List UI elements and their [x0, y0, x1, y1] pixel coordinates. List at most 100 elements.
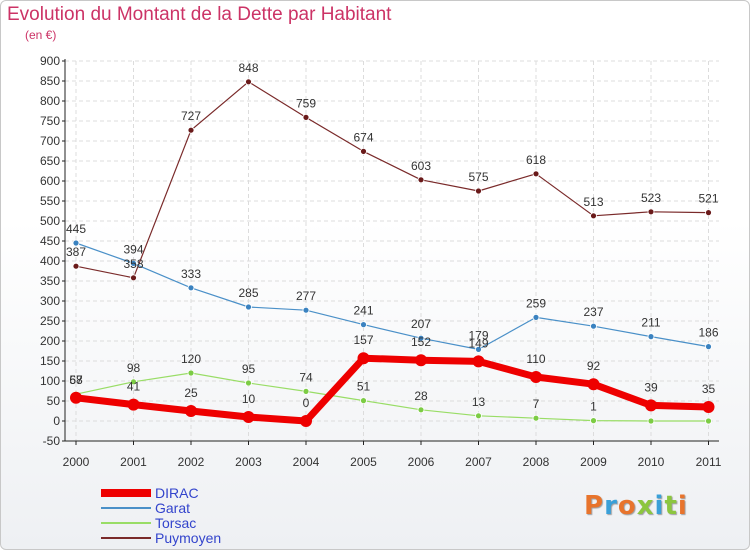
data-label-garat: 207 [411, 317, 431, 331]
series-line-garat [75, 242, 710, 350]
data-label-dirac: 58 [69, 373, 83, 387]
data-point-torsac [590, 417, 597, 425]
data-label-garat: 445 [66, 222, 86, 236]
data-point-torsac [532, 414, 540, 422]
data-point-garat [72, 239, 80, 247]
data-label-puymoyen: 848 [238, 61, 258, 75]
logo-letter: i [677, 491, 688, 521]
x-tick-label: 2000 [63, 455, 90, 469]
data-label-puymoyen: 759 [296, 96, 316, 110]
data-label-torsac: 120 [181, 352, 201, 366]
data-point-dirac [645, 399, 657, 412]
data-point-dirac [185, 405, 197, 417]
y-tick-label: 450 [40, 234, 60, 248]
logo-letter: x [636, 491, 655, 521]
y-tick-label: 750 [40, 114, 60, 128]
data-point-dirac [127, 398, 140, 411]
data-label-torsac: 1 [590, 400, 597, 414]
y-tick-label: 900 [40, 54, 60, 68]
data-label-torsac: 67 [69, 373, 83, 387]
data-point-dirac [702, 401, 715, 413]
data-point-garat [245, 303, 252, 311]
data-point-puymoyen [532, 170, 540, 178]
x-tick-label: 2009 [580, 455, 607, 469]
data-point-garat [360, 321, 367, 329]
data-point-garat [647, 333, 655, 341]
data-point-puymoyen [72, 262, 80, 270]
data-label-torsac: 95 [242, 362, 256, 376]
data-point-garat [532, 313, 540, 321]
y-tick-label: 300 [40, 294, 60, 308]
legend-item-dirac: DIRAC [101, 485, 301, 501]
data-label-garat: 394 [123, 242, 143, 256]
data-point-puymoyen [302, 114, 310, 121]
data-point-torsac [475, 412, 482, 420]
data-point-torsac [245, 379, 252, 387]
data-point-puymoyen [475, 187, 482, 195]
chart-subtitle: (en €) [25, 28, 57, 42]
legend-label: DIRAC [155, 485, 199, 501]
data-label-puymoyen: 575 [468, 170, 488, 184]
data-label-dirac: 157 [353, 333, 373, 347]
legend-label: Puymoyen [155, 530, 222, 546]
legend-item-torsac: Torsac [101, 515, 301, 531]
data-point-dirac [415, 354, 427, 367]
y-tick-label: 800 [40, 94, 60, 108]
data-label-puymoyen: 618 [526, 153, 546, 167]
data-label-garat: 333 [181, 267, 201, 281]
legend-label: Garat [155, 500, 191, 516]
data-point-garat [302, 306, 310, 314]
x-tick-label: 2006 [408, 455, 435, 469]
legend-item-garat: Garat [101, 500, 301, 516]
x-tick-label: 2008 [523, 455, 550, 469]
data-point-garat [705, 343, 712, 351]
x-tick-label: 2002 [178, 455, 205, 469]
y-tick-label: 250 [40, 314, 60, 328]
logo-letter: P [584, 491, 605, 521]
series-line-dirac [72, 354, 712, 425]
data-label-garat: 211 [641, 316, 660, 330]
data-point-garat [417, 334, 425, 342]
data-label-puymoyen: 674 [353, 130, 373, 144]
data-label-garat: 241 [353, 304, 373, 318]
y-tick-label: 500 [40, 214, 60, 228]
data-label-garat: 179 [468, 328, 488, 342]
legend-item-puymoyen: Puymoyen [101, 530, 301, 546]
series-line-torsac [75, 372, 710, 422]
data-point-puymoyen [245, 78, 252, 86]
data-label-dirac: 0 [303, 396, 310, 410]
legend-label: Torsac [155, 515, 197, 531]
data-point-dirac [587, 378, 600, 391]
data-point-garat [130, 259, 137, 267]
data-point-garat [590, 322, 597, 330]
data-label-dirac: 92 [587, 359, 601, 373]
data-label-torsac: 13 [472, 395, 486, 409]
legend-swatch [101, 489, 151, 497]
x-tick-label: 2007 [465, 455, 492, 469]
data-point-puymoyen [360, 147, 367, 155]
proxiti-logo: Proxiti [584, 491, 688, 521]
logo-letter: i [654, 491, 665, 521]
x-tick-label: 2011 [696, 455, 722, 469]
data-point-puymoyen [187, 126, 195, 134]
data-label-garat: 186 [698, 326, 718, 340]
data-label-puymoyen: 603 [411, 159, 431, 173]
data-point-dirac [242, 411, 255, 423]
data-label-puymoyen: 387 [66, 245, 86, 259]
data-label-torsac: 74 [299, 370, 313, 384]
data-label-torsac: 98 [127, 361, 141, 375]
chart-title: Evolution du Montant de la Dette par Hab… [7, 4, 392, 25]
y-tick-label: 100 [40, 374, 60, 388]
legend-swatch [101, 522, 151, 524]
data-point-puymoyen [130, 274, 137, 282]
data-label-dirac: 35 [702, 382, 716, 396]
y-tick-label: 550 [40, 194, 60, 208]
y-tick-label: 150 [40, 354, 60, 368]
y-tick-label: 350 [40, 274, 60, 288]
y-tick-label: 50 [47, 394, 61, 408]
logo-letter: o [617, 491, 637, 521]
legend-swatch [101, 537, 151, 539]
data-label-puymoyen: 727 [181, 109, 201, 123]
